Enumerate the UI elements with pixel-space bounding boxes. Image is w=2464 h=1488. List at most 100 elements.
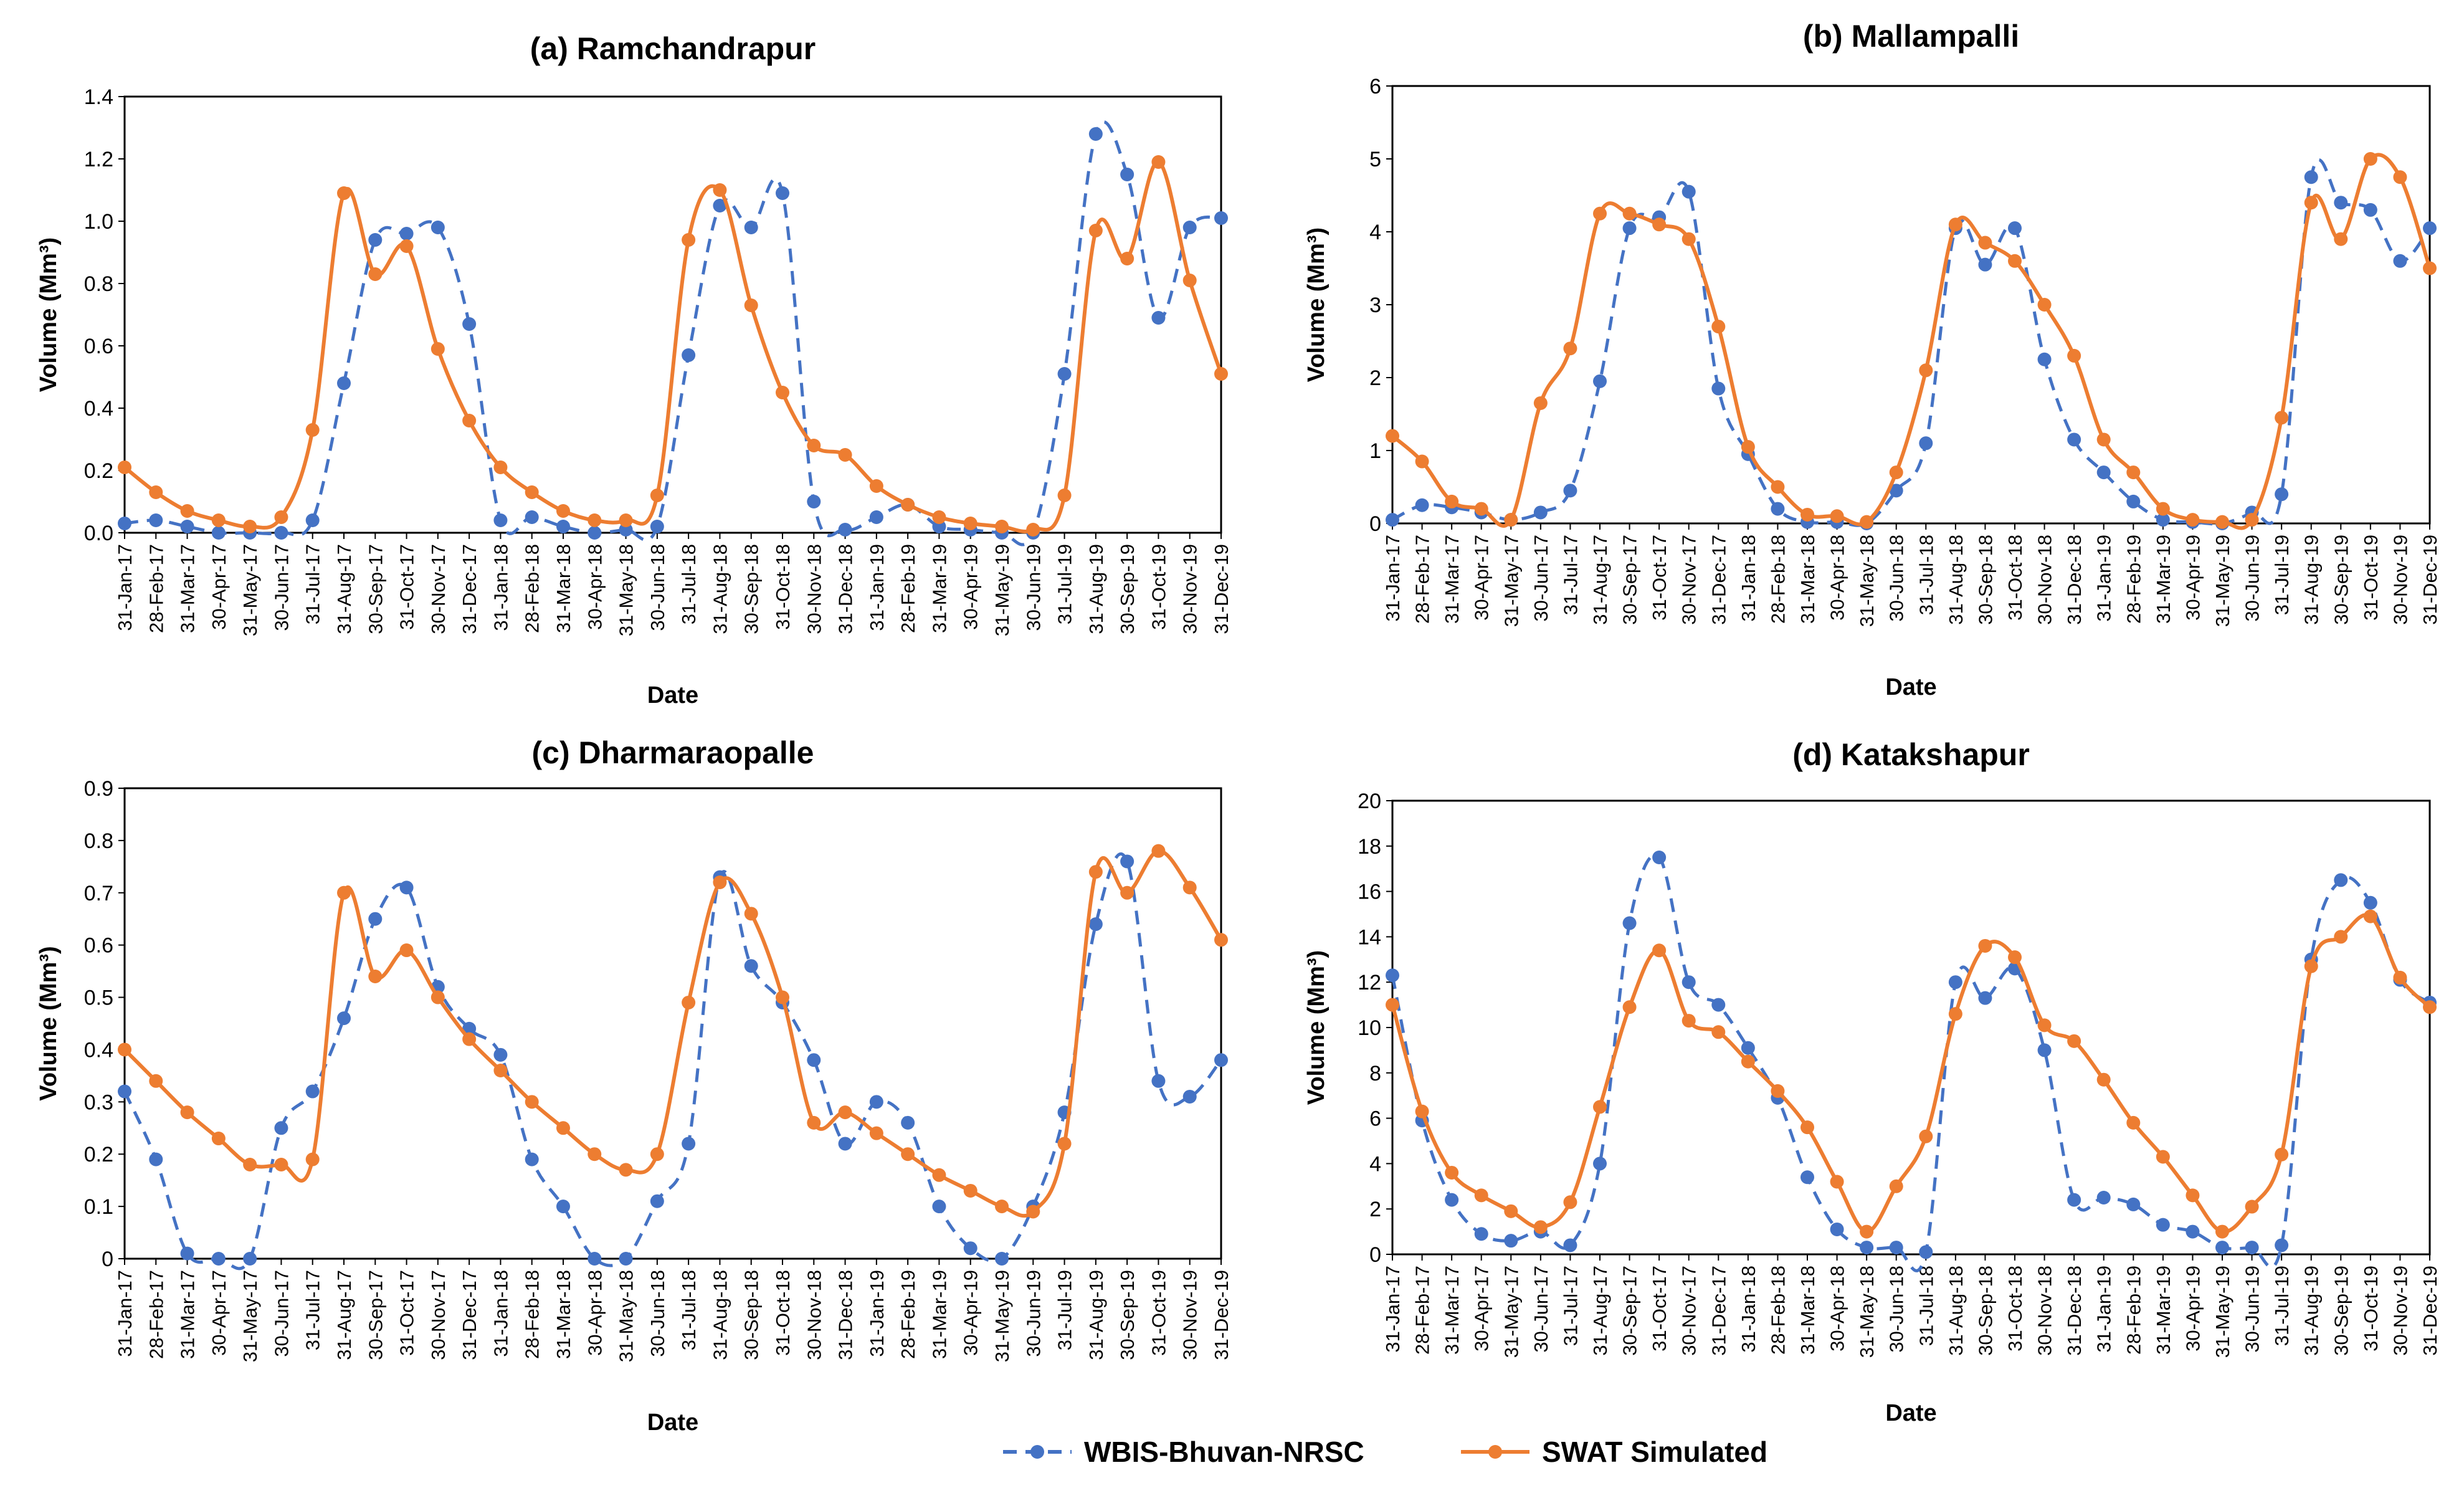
data-point-simulated bbox=[2334, 232, 2348, 246]
x-tick-label: 28-Feb-18 bbox=[521, 1270, 543, 1359]
x-tick-label: 31-Jul-19 bbox=[1054, 544, 1076, 624]
data-point-observed bbox=[1978, 257, 1992, 272]
data-point-simulated bbox=[1593, 1100, 1607, 1114]
data-point-observed bbox=[149, 513, 163, 527]
data-point-observed bbox=[1919, 436, 1933, 451]
data-point-simulated bbox=[1057, 489, 1072, 502]
data-point-observed bbox=[2245, 1241, 2259, 1255]
x-tick-label: 31-Jul-18 bbox=[678, 544, 700, 624]
x-tick-label: 31-Aug-18 bbox=[709, 544, 731, 634]
y-tick-label: 1.0 bbox=[84, 210, 113, 234]
x-tick-label: 31-Oct-18 bbox=[2004, 1266, 2026, 1352]
data-point-observed bbox=[1120, 168, 1134, 181]
data-point-simulated bbox=[243, 520, 257, 533]
data-point-simulated bbox=[932, 1168, 946, 1182]
data-point-observed bbox=[2037, 1043, 2052, 1057]
data-point-observed bbox=[2334, 873, 2348, 887]
x-tick-label: 31-Jan-19 bbox=[866, 1270, 888, 1357]
y-tick-label: 2 bbox=[1369, 366, 1381, 390]
x-tick-label: 31-Aug-18 bbox=[709, 1270, 731, 1360]
data-point-observed bbox=[1711, 998, 1726, 1012]
data-point-simulated bbox=[1948, 1007, 1962, 1021]
data-point-simulated bbox=[650, 489, 664, 502]
x-tick-label: 31-Jan-18 bbox=[1738, 1266, 1759, 1353]
data-point-simulated bbox=[2067, 348, 2081, 363]
x-tick-label: 31-Aug-19 bbox=[1085, 544, 1107, 634]
data-point-simulated bbox=[462, 414, 477, 427]
data-point-simulated bbox=[118, 1042, 131, 1057]
x-tick-label: 30-Apr-17 bbox=[1471, 535, 1493, 621]
data-point-observed bbox=[1088, 917, 1103, 932]
data-point-simulated bbox=[587, 513, 602, 527]
data-point-simulated bbox=[744, 298, 758, 312]
data-point-observed bbox=[838, 1137, 852, 1151]
data-point-simulated bbox=[1978, 938, 1992, 953]
x-tick-label: 31-Aug-19 bbox=[2301, 1266, 2323, 1356]
data-point-simulated bbox=[1151, 844, 1166, 858]
x-tick-label: 31-May-19 bbox=[991, 1270, 1013, 1362]
chart-panel-3: (c) Dharmaraopalle 0 0.1 0.2 0.3 0.4 0.5 0.6 0.7… bbox=[36, 735, 1232, 1436]
data-point-simulated bbox=[2215, 1224, 2229, 1239]
data-point-simulated bbox=[1889, 465, 1903, 480]
data-point-observed bbox=[1151, 311, 1166, 325]
data-point-simulated bbox=[1830, 509, 1844, 523]
data-point-observed bbox=[1182, 1089, 1197, 1104]
x-axis-title: Date bbox=[647, 682, 698, 708]
data-point-observed bbox=[1504, 1234, 1518, 1248]
data-point-observed bbox=[901, 1115, 915, 1130]
data-point-observed bbox=[869, 510, 883, 524]
data-point-simulated bbox=[1889, 1179, 1903, 1193]
x-tick-label: 31-Oct-19 bbox=[2360, 535, 2382, 621]
x-axis-title: Date bbox=[647, 1409, 698, 1436]
y-tick-label: 2 bbox=[1369, 1198, 1381, 1221]
data-point-simulated bbox=[430, 342, 445, 356]
x-tick-label: 31-Jul-17 bbox=[302, 544, 324, 624]
data-point-simulated bbox=[2215, 515, 2229, 529]
data-point-observed bbox=[180, 1246, 194, 1261]
data-point-observed bbox=[118, 1084, 131, 1099]
plot-frame bbox=[1391, 799, 2431, 1256]
data-point-simulated bbox=[1978, 236, 1992, 250]
x-tick-label: 31-Mar-19 bbox=[2152, 535, 2174, 624]
x-tick-label: 31-Jan-17 bbox=[114, 544, 136, 631]
legend-label: WBIS-Bhuvan-NRSC bbox=[1084, 1436, 1364, 1468]
chart-panel-2: (b) Mallampalli 0 1 2 3 4 5 6 31-Jan-17 28-Feb-17… bbox=[1303, 19, 2441, 700]
data-point-simulated bbox=[1711, 1025, 1726, 1039]
y-tick-label: 0.4 bbox=[84, 1038, 113, 1062]
data-point-simulated bbox=[838, 1105, 852, 1120]
data-point-simulated bbox=[869, 1126, 883, 1140]
x-tick-label: 30-Apr-19 bbox=[960, 1270, 982, 1356]
data-point-simulated bbox=[2423, 1000, 2437, 1014]
data-point-simulated bbox=[776, 386, 789, 399]
data-point-observed bbox=[2037, 352, 2052, 366]
data-point-simulated bbox=[1026, 1204, 1040, 1219]
data-point-simulated bbox=[963, 1183, 978, 1198]
data-point-simulated bbox=[1711, 320, 1726, 334]
data-point-simulated bbox=[274, 1158, 288, 1171]
y-tick-label: 0.3 bbox=[84, 1090, 113, 1114]
data-point-simulated bbox=[2245, 1199, 2259, 1214]
x-tick-label: 30-Sep-19 bbox=[2330, 1266, 2352, 1356]
x-tick-label: 30-Sep-19 bbox=[1116, 544, 1138, 634]
x-tick-label: 31-May-17 bbox=[1500, 535, 1522, 627]
data-point-simulated bbox=[1771, 480, 1785, 494]
y-tick-label: 0.8 bbox=[84, 272, 113, 296]
x-tick-label: 31-Jul-19 bbox=[1054, 1270, 1076, 1350]
x-tick-label: 31-Jul-19 bbox=[2271, 1266, 2293, 1346]
data-point-simulated bbox=[713, 875, 727, 889]
data-point-observed bbox=[682, 348, 696, 362]
x-tick-label: 31-Oct-18 bbox=[772, 1270, 794, 1356]
data-point-simulated bbox=[1026, 523, 1040, 537]
data-point-simulated bbox=[1563, 1195, 1577, 1209]
x-tick-label: 31-Mar-17 bbox=[177, 544, 199, 633]
data-point-simulated bbox=[1057, 1137, 1072, 1151]
data-point-simulated bbox=[399, 239, 414, 253]
data-point-simulated bbox=[1622, 206, 1637, 221]
x-tick-label: 30-Nov-18 bbox=[2034, 535, 2056, 625]
data-point-observed bbox=[713, 199, 727, 212]
x-tick-label: 31-Dec-19 bbox=[2419, 1266, 2441, 1356]
data-point-simulated bbox=[1182, 880, 1197, 895]
data-point-simulated bbox=[399, 943, 414, 958]
data-point-simulated bbox=[305, 423, 320, 437]
x-tick-label: 31-Oct-19 bbox=[2360, 1266, 2382, 1352]
